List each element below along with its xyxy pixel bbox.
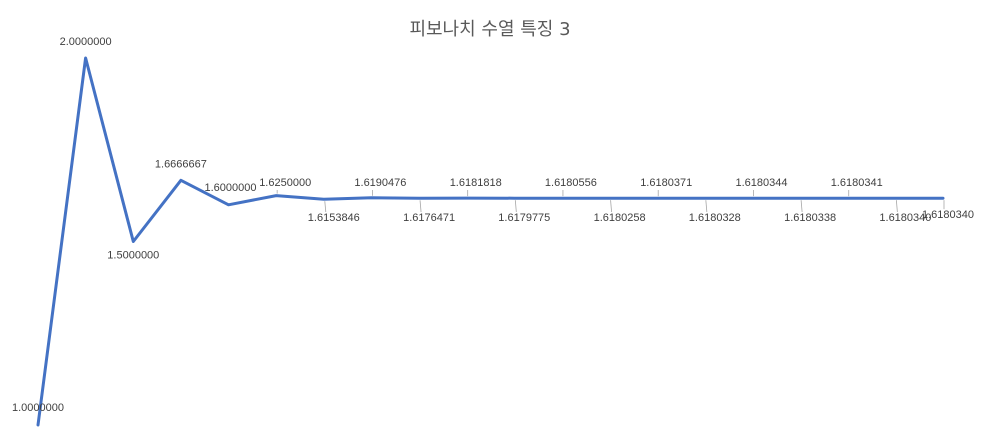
leader-line [514,200,517,213]
data-label: 1.6666667 [155,158,207,170]
data-label: 1.6179775 [498,212,550,224]
data-label: 1.6181818 [450,177,502,189]
data-label: 1.6180340 [922,209,974,221]
leader-line [419,200,422,213]
data-label: 1.0000000 [12,402,64,414]
data-label: 1.6180371 [640,177,692,189]
leader-line [895,200,898,213]
data-label: 1.6250000 [259,177,311,189]
leader-lines [276,190,945,213]
leader-line [610,200,612,213]
data-label: 1.6176471 [403,212,455,224]
data-label: 2.0000000 [60,36,112,48]
data-label: 1.6180340 [879,212,931,224]
data-label: 1.6180556 [545,177,597,189]
data-label: 1.6180258 [594,212,646,224]
data-label: 1.5000000 [107,250,159,262]
data-label: 1.6180341 [831,177,883,189]
data-label: 1.6180344 [736,177,788,189]
data-label: 1.6190476 [354,177,406,189]
series-line [36,56,945,427]
leader-line [800,200,803,213]
data-label: 1.6000000 [205,182,257,194]
data-label: 1.6180338 [784,212,836,224]
leader-line [705,200,708,213]
data-label: 1.6153846 [308,212,360,224]
data-labels: 1.0000000 2.0000000 1.5000000 1.6666667 1.60… [12,36,974,414]
leader-line [324,201,327,213]
data-label: 1.6180328 [689,212,741,224]
chart-title: 피보나치 수열 특징 3 [409,19,570,40]
